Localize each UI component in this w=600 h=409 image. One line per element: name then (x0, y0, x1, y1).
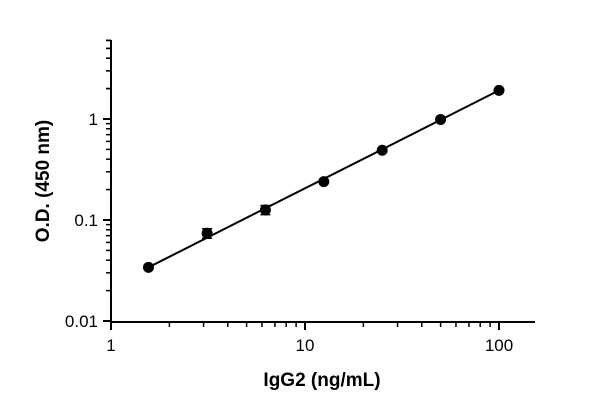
data-point (318, 176, 330, 188)
y-tick-label: 0.01 (65, 312, 98, 331)
x-tick-label: 100 (485, 336, 513, 355)
data-point (142, 261, 154, 273)
data-point (201, 227, 213, 239)
data-points (142, 84, 505, 273)
y-tick-label: 1 (89, 110, 98, 129)
axes (110, 40, 535, 323)
data-point (259, 204, 271, 216)
y-tick-label: 0.1 (74, 211, 98, 230)
x-axis-title: IgG2 (ng/mL) (263, 370, 380, 391)
data-point (493, 84, 505, 96)
data-point (376, 144, 388, 156)
x-tick-label: 1 (106, 336, 115, 355)
ticks: 0.01 0.1 1 1 10 100 (65, 39, 513, 355)
x-tick-label: 10 (296, 336, 315, 355)
y-axis-title: O.D. (450 nm) (33, 120, 54, 242)
data-point (435, 113, 447, 125)
